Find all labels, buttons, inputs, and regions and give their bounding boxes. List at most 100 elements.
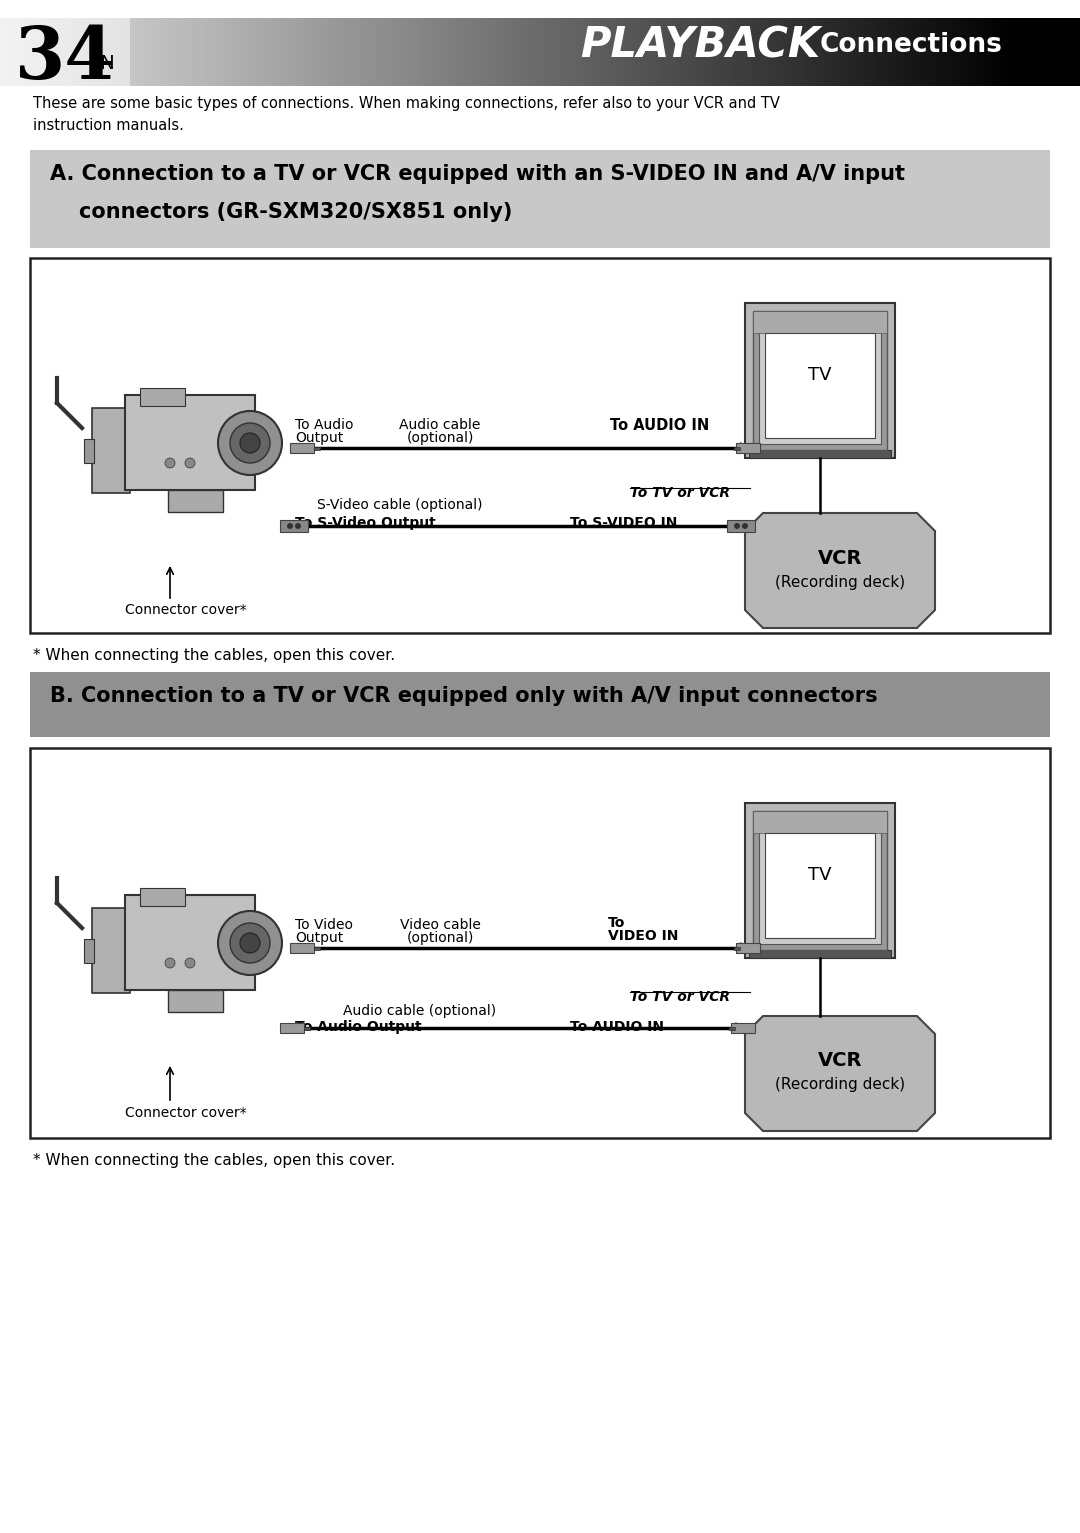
Bar — [630, 18, 635, 86]
Bar — [785, 18, 789, 86]
Bar — [84, 940, 94, 963]
Bar — [489, 18, 495, 86]
Bar — [720, 18, 725, 86]
Bar — [853, 18, 858, 86]
Bar — [680, 18, 685, 86]
Bar — [915, 18, 919, 86]
Bar — [807, 18, 811, 86]
Bar — [518, 18, 523, 86]
Bar — [421, 18, 426, 86]
Bar — [792, 18, 797, 86]
Bar — [1023, 18, 1027, 86]
Bar — [440, 18, 444, 86]
Text: To S-VIDEO IN: To S-VIDEO IN — [570, 517, 677, 530]
Bar — [799, 18, 804, 86]
Bar — [551, 18, 555, 86]
Bar — [194, 18, 199, 86]
Bar — [818, 18, 822, 86]
Bar — [616, 18, 620, 86]
Bar — [691, 18, 696, 86]
Bar — [140, 388, 185, 406]
Bar — [986, 18, 991, 86]
Bar — [389, 18, 393, 86]
Bar — [446, 18, 451, 86]
Bar — [802, 18, 808, 86]
Bar — [424, 18, 430, 86]
Bar — [3, 18, 9, 86]
Bar — [729, 1027, 735, 1030]
Bar — [738, 18, 743, 86]
Bar — [1026, 18, 1030, 86]
Bar — [248, 18, 253, 86]
Bar — [864, 18, 868, 86]
Bar — [645, 18, 649, 86]
Bar — [478, 18, 484, 86]
Bar — [267, 18, 271, 86]
Bar — [342, 18, 347, 86]
Bar — [983, 18, 987, 86]
Circle shape — [165, 958, 175, 967]
Bar — [162, 18, 166, 86]
Bar — [262, 18, 268, 86]
Circle shape — [230, 923, 270, 963]
Bar — [321, 18, 325, 86]
Bar — [281, 18, 285, 86]
Bar — [907, 18, 912, 86]
Circle shape — [218, 911, 282, 975]
Bar — [958, 18, 962, 86]
Bar — [684, 18, 689, 86]
Bar — [494, 18, 498, 86]
Bar — [842, 18, 847, 86]
Bar — [457, 18, 462, 86]
Bar — [356, 18, 361, 86]
Bar — [378, 18, 382, 86]
Circle shape — [240, 934, 260, 954]
Bar — [583, 18, 588, 86]
Bar — [314, 446, 320, 449]
Bar — [241, 18, 246, 86]
Bar — [972, 18, 976, 86]
Bar — [400, 18, 404, 86]
Bar — [11, 18, 15, 86]
Bar — [119, 18, 123, 86]
Bar — [443, 18, 447, 86]
Bar — [130, 18, 134, 86]
Bar — [759, 18, 765, 86]
Polygon shape — [745, 514, 935, 629]
Bar — [219, 18, 225, 86]
Bar — [450, 18, 455, 86]
Bar — [662, 18, 667, 86]
Bar — [256, 18, 260, 86]
Text: EN: EN — [87, 54, 114, 74]
Bar — [964, 18, 970, 86]
Bar — [694, 18, 700, 86]
Bar — [969, 18, 973, 86]
Bar — [753, 811, 887, 950]
Text: S-Video cable (optional): S-Video cable (optional) — [318, 498, 483, 512]
Bar — [594, 18, 598, 86]
Bar — [543, 18, 549, 86]
Bar — [154, 18, 160, 86]
Bar — [846, 18, 851, 86]
Bar — [1069, 18, 1074, 86]
Bar — [735, 943, 760, 954]
Bar — [346, 18, 350, 86]
Bar — [407, 18, 411, 86]
Bar — [79, 18, 84, 86]
Bar — [850, 18, 854, 86]
Bar — [176, 18, 181, 86]
Bar — [353, 18, 357, 86]
Text: Audio cable: Audio cable — [400, 419, 481, 432]
Bar — [875, 18, 879, 86]
Bar — [821, 18, 825, 86]
Bar — [1044, 18, 1049, 86]
Bar — [360, 18, 365, 86]
Bar — [202, 18, 206, 86]
Text: To TV or VCR: To TV or VCR — [630, 990, 730, 1004]
Bar — [734, 446, 740, 449]
Bar — [975, 18, 981, 86]
Bar — [303, 1027, 310, 1030]
Bar — [259, 18, 264, 86]
Bar — [508, 18, 512, 86]
Bar — [602, 18, 606, 86]
